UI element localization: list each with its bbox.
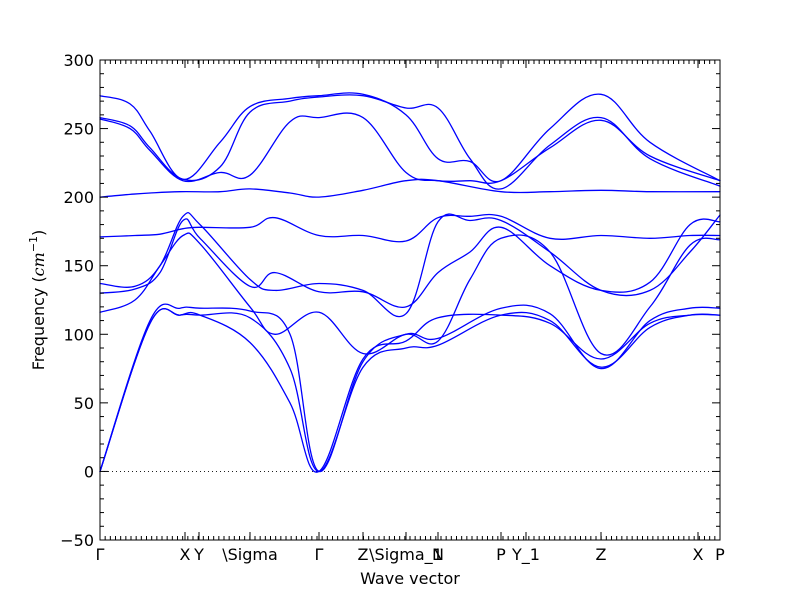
y-axis-label: Frequency (cm−1) <box>27 230 48 371</box>
phonon-band <box>99 213 721 243</box>
x-tick-label: Γ <box>315 545 324 564</box>
x-tick-label: Z <box>596 545 607 564</box>
y-axis-label-unit: cm <box>29 252 48 276</box>
y-axis-label-text: Frequency ( <box>29 276 48 370</box>
x-tick-label: \Sigma <box>222 545 278 564</box>
x-tick-label: Z <box>358 545 369 564</box>
phonon-band <box>99 112 721 184</box>
x-tick-label: X <box>693 545 704 564</box>
x-tick-label: Γ <box>96 545 105 564</box>
x-tick-label: N <box>432 545 444 564</box>
y-tick-label: 0 <box>84 462 94 481</box>
x-tick-label: X <box>180 545 191 564</box>
y-axis-label-sup: −1 <box>27 236 40 252</box>
x-tick-label: Y <box>193 545 204 564</box>
y-ticks <box>100 59 720 541</box>
y-tick-labels: −50 0 50 100 150 200 250 300 <box>60 51 94 550</box>
x-tick-label: Y_1 <box>511 545 540 565</box>
x-axis-label: Wave vector <box>360 569 460 588</box>
phonon-band <box>99 232 721 356</box>
y-tick-label: 50 <box>74 394 94 413</box>
y-tick-label: 250 <box>63 120 94 139</box>
y-tick-label: 200 <box>63 188 94 207</box>
x-tick-label: \Sigma_1 <box>369 545 443 565</box>
y-tick-label: −50 <box>60 531 94 550</box>
x-tick-label: P <box>715 545 725 564</box>
phonon-band <box>99 308 721 473</box>
y-tick-label: 150 <box>63 257 94 276</box>
phonon-band <box>99 303 721 473</box>
y-axis-label-close: ) <box>29 230 48 236</box>
x-ticks <box>99 60 721 540</box>
phonon-band <box>99 178 721 198</box>
phonon-band <box>99 218 721 308</box>
phonon-band <box>99 92 721 183</box>
plot-frame <box>99 59 721 541</box>
x-tick-labels: Γ X Y \Sigma Γ Z \Sigma_1N P Y_1 Z X P <box>96 545 726 565</box>
x-tick-label: P <box>496 545 506 564</box>
band-lines <box>99 92 721 473</box>
y-tick-label: 300 <box>63 51 94 70</box>
y-tick-label: 100 <box>63 325 94 344</box>
